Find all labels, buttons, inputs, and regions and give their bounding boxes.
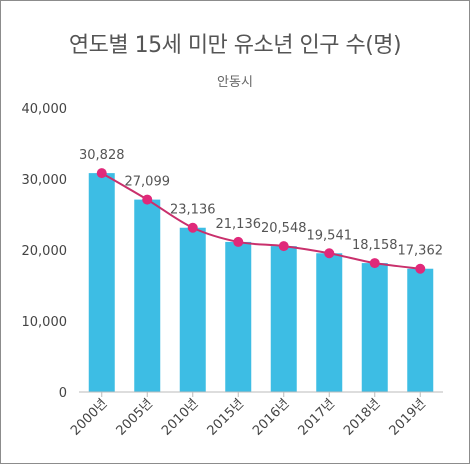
bar-2019년 [407,268,434,392]
trend-point-2016년 [278,241,289,252]
bar-2017년 [316,253,343,392]
bar-2000년 [88,173,115,392]
data-label: 19,541 [307,228,353,243]
data-label: 18,158 [352,238,398,253]
data-label: 27,099 [125,175,171,190]
x-tick-label: 2019년 [387,396,429,438]
trend-point-2000년 [96,168,107,179]
data-label: 17,362 [398,244,444,259]
trend-point-2010년 [187,222,198,233]
data-label: 23,136 [170,203,216,218]
x-tick-label: 2015년 [205,396,247,438]
y-tick-label: 10,000 [22,315,68,330]
bar-2005년 [134,199,161,392]
y-tick-label: 20,000 [22,244,68,259]
x-tick-label: 2018년 [341,396,383,438]
bar-2010년 [179,227,206,392]
x-tick-label: 2010년 [159,396,201,438]
chart-subtitle: 안동시 [217,75,253,90]
bar-2018년 [361,263,388,392]
chart-title: 연도별 15세 미만 유소년 인구 수(명) [68,33,402,58]
data-label: 30,828 [79,148,125,163]
x-tick-label: 2017년 [296,396,338,438]
trend-point-2015년 [233,236,244,247]
trend-point-2017년 [324,248,335,259]
y-tick-label: 40,000 [22,102,68,117]
trend-point-2005년 [142,194,153,205]
data-label: 21,136 [216,217,262,232]
trend-point-2019년 [415,263,426,274]
bar-2015년 [225,241,252,392]
data-label: 20,548 [261,221,307,236]
trend-point-2018년 [369,258,380,269]
x-tick-label: 2005년 [114,396,156,438]
bar-2016년 [270,246,297,392]
x-tick-label: 2000년 [68,396,110,438]
y-tick-label: 30,000 [22,173,68,188]
x-tick-label: 2016년 [250,396,292,438]
y-tick-label: 0 [59,386,67,401]
